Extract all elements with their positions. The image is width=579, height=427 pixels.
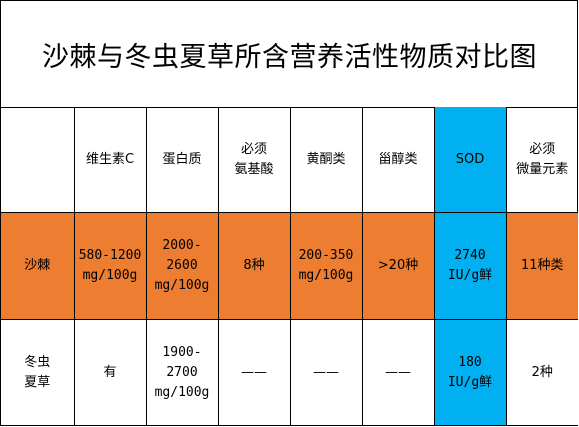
cell-sea-buckthorn-vitamin-c: 580-1200 mg/100g: [73, 212, 147, 320]
cell-sea-buckthorn-protein: 2000- 2600 mg/100g: [145, 212, 219, 320]
header-cell-vitamin-c: 维生素C: [73, 107, 147, 213]
cell-cordyceps-sod: 180 IU/g鲜: [433, 319, 507, 425]
cell-cordyceps-vitamin-c: 有: [73, 319, 147, 425]
cell-cordyceps-protein: 1900- 2700 mg/100g: [145, 319, 219, 425]
cell-cordyceps-sterols: ——: [361, 319, 435, 425]
table-header-row: 维生素C 蛋白质 必须 氨基酸 黄酮类 甾醇类 SOD 必须 微量元素: [1, 107, 578, 213]
comparison-table: 维生素C 蛋白质 必须 氨基酸 黄酮类 甾醇类 SOD 必须 微量元素 沙棘 580…: [1, 107, 578, 425]
cell-sea-buckthorn-flavonoids: 200-350 mg/100g: [289, 212, 363, 320]
cell-sea-buckthorn-sod: 2740 IU/g鲜: [433, 212, 507, 320]
header-cell-flavonoids: 黄酮类: [289, 107, 363, 213]
table-row-cordyceps: 冬虫 夏草 有 1900- 2700 mg/100g —— —— —— 180 IU/g…: [1, 319, 578, 425]
row-label-cordyceps: 冬虫 夏草: [1, 319, 75, 425]
header-cell-corner: [1, 107, 75, 213]
cell-cordyceps-amino-acids: ——: [217, 319, 291, 425]
header-cell-sod: SOD: [433, 107, 507, 213]
cell-sea-buckthorn-trace-elements: 11种类: [505, 212, 578, 320]
cell-sea-buckthorn-sterols: >20种: [361, 212, 435, 320]
cell-sea-buckthorn-amino-acids: 8种: [217, 212, 291, 320]
header-cell-trace-elements: 必须 微量元素: [505, 107, 578, 213]
table-row-sea-buckthorn: 沙棘 580-1200 mg/100g 2000- 2600 mg/100g 8种 2…: [1, 212, 578, 320]
header-cell-essential-amino-acids: 必须 氨基酸: [217, 107, 291, 213]
header-cell-sterols: 甾醇类: [361, 107, 435, 213]
row-label-sea-buckthorn: 沙棘: [1, 212, 75, 320]
header-cell-protein: 蛋白质: [145, 107, 219, 213]
cell-cordyceps-flavonoids: ——: [289, 319, 363, 425]
cell-cordyceps-trace-elements: 2种: [505, 319, 578, 425]
page-title: 沙棘与冬虫夏草所含营养活性物质对比图: [1, 1, 578, 108]
